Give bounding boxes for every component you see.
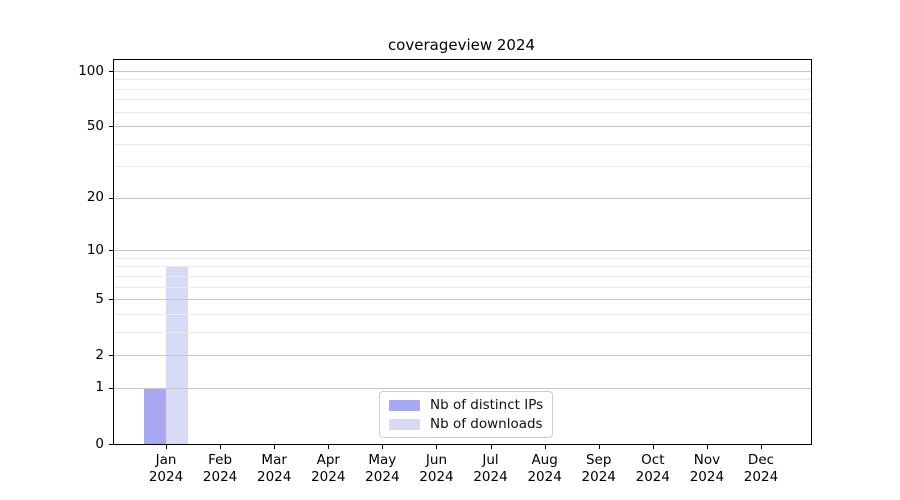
- y-gridline-minor: [114, 286, 811, 288]
- x-tick-month: May: [368, 452, 397, 468]
- y-tick-mark: [109, 299, 113, 301]
- y-tick-label: 2: [95, 346, 104, 363]
- x-tick-label: Mar 2024: [244, 452, 304, 486]
- legend-label-downloads: Nb of downloads: [430, 416, 543, 432]
- x-tick-mark: [706, 445, 708, 449]
- x-tick-year: 2024: [256, 469, 292, 485]
- y-tick-mark: [109, 197, 113, 199]
- y-gridline-minor: [114, 266, 811, 268]
- y-tick-mark: [109, 126, 113, 128]
- y-gridline-major: [114, 126, 811, 128]
- legend-row-downloads: Nb of downloads: [389, 416, 543, 432]
- x-tick-month: Apr: [316, 452, 340, 468]
- y-tick-label: 100: [78, 62, 104, 79]
- y-tick-label: 20: [86, 189, 104, 206]
- x-tick-year: 2024: [527, 469, 562, 485]
- x-tick-label: Aug 2024: [515, 452, 575, 486]
- y-gridline-minor: [114, 99, 811, 101]
- x-tick-mark: [220, 445, 222, 449]
- x-tick-month: Dec: [747, 452, 775, 468]
- y-gridline-major: [114, 197, 811, 199]
- y-gridline-major: [114, 250, 811, 252]
- y-gridline-major: [114, 299, 811, 301]
- y-tick-label: 10: [86, 241, 104, 258]
- bar-distinct-ips: [144, 387, 166, 444]
- x-tick-month: Jul: [482, 452, 499, 468]
- x-tick-label: Jan 2024: [136, 452, 196, 486]
- y-gridline-minor: [114, 166, 811, 168]
- x-tick-year: 2024: [148, 469, 184, 485]
- y-gridline-minor: [114, 313, 811, 315]
- chart-title: coverageview 2024: [387, 36, 536, 54]
- y-gridline-minor: [114, 331, 811, 333]
- legend-color-swatch-distinct-ips: [389, 399, 420, 411]
- x-tick-year: 2024: [365, 469, 400, 485]
- x-tick-month: Nov: [693, 452, 721, 468]
- x-tick-mark: [382, 445, 384, 449]
- y-tick-label: 50: [86, 117, 104, 134]
- y-tick-mark: [109, 387, 113, 389]
- y-tick-label: 0: [95, 435, 104, 452]
- x-tick-mark: [598, 445, 600, 449]
- x-tick-year: 2024: [202, 469, 238, 485]
- x-tick-year: 2024: [635, 469, 670, 485]
- gridlines-layer: [114, 60, 811, 444]
- x-tick-mark: [544, 445, 546, 449]
- y-tick-label: 1: [95, 379, 104, 396]
- x-tick-year: 2024: [311, 469, 346, 485]
- x-tick-month: Mar: [261, 452, 287, 468]
- x-tick-mark: [760, 445, 762, 449]
- x-tick-label: Apr 2024: [298, 452, 358, 486]
- x-tick-mark: [436, 445, 438, 449]
- legend-color-swatch-downloads: [389, 418, 420, 430]
- y-tick-mark: [109, 355, 113, 357]
- x-tick-month: Oct: [641, 452, 665, 468]
- y-tick-mark: [109, 71, 113, 72]
- x-tick-mark: [490, 445, 492, 449]
- x-tick-label: Dec 2024: [731, 452, 791, 486]
- y-tick-label: 5: [95, 290, 104, 307]
- y-gridline-minor: [114, 275, 811, 277]
- x-tick-month: Feb: [208, 452, 233, 468]
- legend-label-distinct-ips: Nb of distinct IPs: [430, 397, 544, 413]
- x-tick-mark: [166, 445, 167, 449]
- axis-ticks-layer: 0 1 2 5 10 20 50 100 Jan 2024 Feb 2024 Mar 2024 Apr 202…: [78, 60, 811, 486]
- y-tick-mark: [109, 250, 113, 252]
- y-gridline-major: [114, 355, 811, 357]
- x-tick-label: Nov 2024: [677, 452, 737, 486]
- x-tick-label: May 2024: [352, 452, 412, 486]
- plot-area: 0 1 2 5 10 20 50 100 Jan 2024 Feb 2024 Mar 2024 Apr 202…: [78, 59, 812, 486]
- x-tick-label: Jul 2024: [461, 452, 521, 486]
- bar-downloads: [166, 266, 188, 444]
- x-tick-year: 2024: [473, 469, 508, 485]
- x-tick-mark: [328, 445, 330, 449]
- y-gridline-minor: [114, 79, 811, 81]
- y-gridline-minor: [114, 257, 811, 259]
- legend: Nb of distinct IPs Nb of downloads: [379, 391, 554, 438]
- y-gridline-major: [114, 387, 811, 389]
- x-tick-label: Jun 2024: [406, 452, 466, 486]
- x-tick-mark: [652, 445, 654, 449]
- x-tick-year: 2024: [689, 469, 725, 485]
- x-tick-month: Sep: [585, 452, 612, 468]
- x-tick-month: Jan: [155, 452, 177, 468]
- y-gridline-major: [114, 71, 811, 72]
- x-tick-mark: [274, 445, 276, 449]
- legend-row-distinct-ips: Nb of distinct IPs: [389, 397, 543, 413]
- y-gridline-minor: [114, 111, 811, 113]
- x-tick-label: Feb 2024: [190, 452, 250, 486]
- x-tick-year: 2024: [581, 469, 616, 485]
- bars-layer: [114, 60, 811, 444]
- y-gridline-minor: [114, 88, 811, 90]
- x-tick-year: 2024: [743, 469, 779, 485]
- x-tick-year: 2024: [419, 469, 454, 485]
- x-tick-month: Aug: [531, 452, 558, 468]
- y-gridline-minor: [114, 143, 811, 145]
- y-tick-mark: [109, 444, 113, 445]
- x-tick-month: Jun: [425, 452, 447, 468]
- x-tick-label: Oct 2024: [623, 452, 683, 486]
- x-tick-label: Sep 2024: [569, 452, 629, 486]
